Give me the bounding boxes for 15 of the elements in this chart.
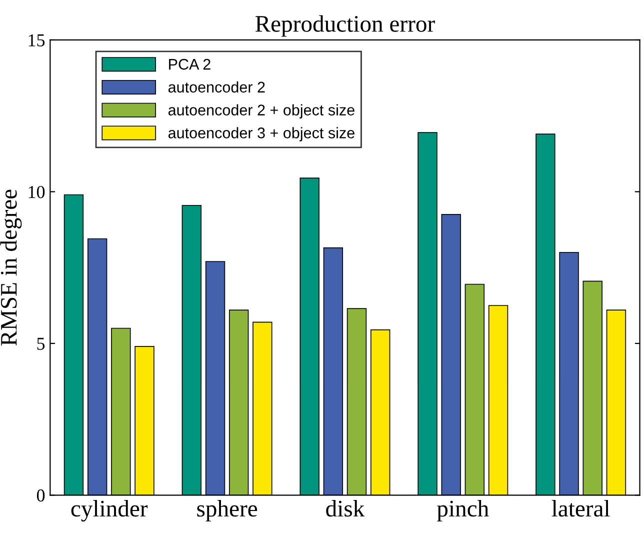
y-axis-title: RMSE in degree [0,190,22,346]
y-tick-label: 0 [36,489,45,502]
x-tick-label: disk [326,500,365,517]
legend-label: autoencoder 2 + object size [168,104,354,118]
y-tick-label: 10 [28,186,45,198]
y-tick-label: 15 [28,34,45,46]
legend-label: autoencoder 2 [168,81,265,93]
legend-label: autoencoder 3 + object size [168,127,354,142]
x-tick-label: sphere [197,500,258,522]
y-tick-label: 5 [37,338,45,350]
x-tick-label: cylinder [71,500,148,522]
x-tick-label: lateral [552,500,610,517]
chart-title: Reproduction error [256,15,435,37]
legend-label: PCA 2 [169,58,210,70]
x-tick-label: pinch [437,500,489,522]
